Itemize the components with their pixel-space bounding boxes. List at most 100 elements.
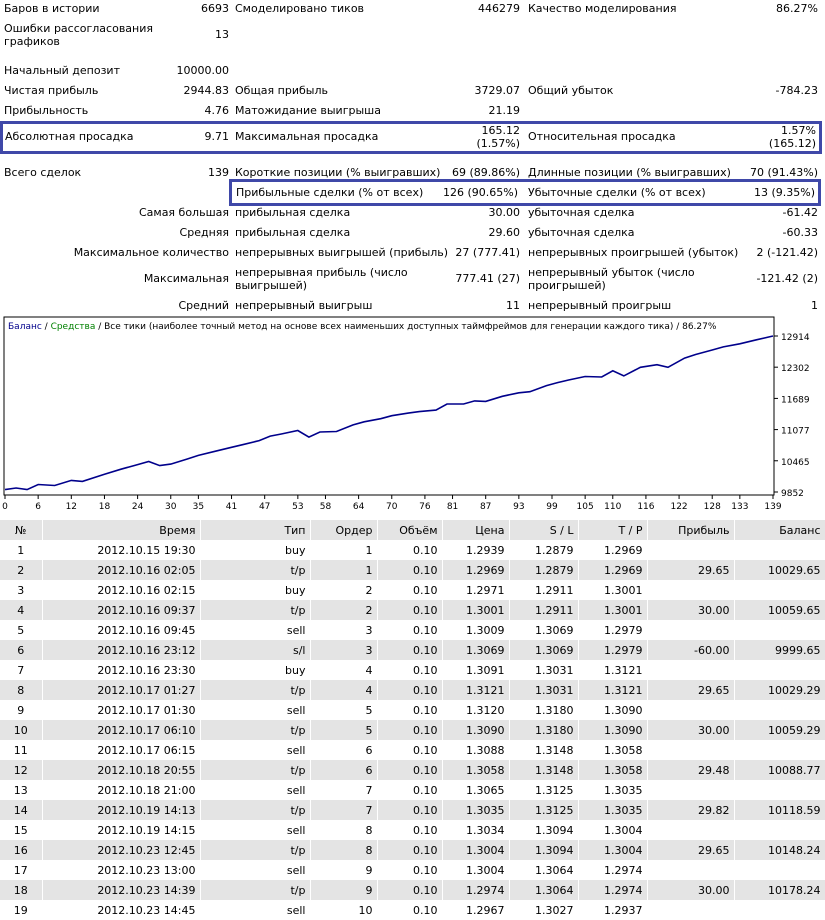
table-cell: 1.3091 (442, 660, 510, 680)
table-cell (734, 900, 825, 920)
table-cell: 10148.24 (734, 840, 825, 860)
table-cell: 30.00 (647, 880, 735, 900)
table-row[interactable]: 16 2012.10.23 12:45 t/p 8 0.10 1.3004 1.3094 1.… (0, 840, 825, 860)
balance-series-line (4, 335, 774, 491)
column-header[interactable]: T / P (578, 520, 648, 540)
average-label: Средняя (179, 226, 229, 239)
table-cell: 1.3180 (509, 700, 579, 720)
table-cell: 2012.10.16 02:05 (42, 560, 201, 580)
table-row[interactable]: 19 2012.10.23 14:45 sell 10 0.10 1.2967 1.3027… (0, 900, 825, 920)
y-tick-label: 9852 (781, 489, 804, 499)
column-header[interactable]: Тип (200, 520, 311, 540)
table-cell (734, 780, 825, 800)
table-row[interactable]: 1 2012.10.15 19:30 buy 1 0.10 1.2939 1.2879 1.2… (0, 540, 825, 560)
maximal-label: Максимальная (143, 272, 229, 285)
table-row[interactable]: 17 2012.10.23 13:00 sell 9 0.10 1.3004 1.3064 1… (0, 860, 825, 880)
table-cell: 1.3035 (578, 800, 648, 820)
table-row[interactable]: 5 2012.10.16 09:45 sell 3 0.10 1.3009 1.3069 1.… (0, 620, 825, 640)
table-cell: 1.3035 (578, 780, 648, 800)
table-cell: 8 (0, 680, 43, 700)
table-row[interactable]: 10 2012.10.17 06:10 t/p 5 0.10 1.3090 1.3180 1.… (0, 720, 825, 740)
table-row[interactable]: 6 2012.10.16 23:12 s/l 3 0.10 1.3069 1.3069 1.2… (0, 640, 825, 660)
table-cell: 1.2937 (578, 900, 648, 920)
column-header[interactable]: Прибыль (647, 520, 735, 540)
table-cell: 6 (310, 760, 378, 780)
table-cell: 0.10 (377, 760, 443, 780)
table-cell: buy (200, 660, 311, 680)
abs-drawdown-value: 9.71 (204, 130, 230, 143)
table-row[interactable]: 13 2012.10.18 21:00 sell 7 0.10 1.3065 1.3125 1… (0, 780, 825, 800)
column-header[interactable]: S / L (509, 520, 579, 540)
chart-legend: Баланс / Средства / Все тики (наиболее т… (8, 322, 717, 332)
x-tick-label: 47 (259, 502, 270, 512)
ticks-value: 446279 (478, 2, 520, 15)
largest-loss-label: убыточная сделка (528, 206, 635, 219)
table-cell: 0.10 (377, 620, 443, 640)
table-cell: 1.2969 (442, 560, 510, 580)
table-cell: 1.3125 (509, 800, 579, 820)
table-cell: 4 (0, 600, 43, 620)
max-count-profit-value: 27 (777.41) (455, 246, 520, 259)
table-cell: buy (200, 540, 311, 560)
avg-consec-label: Средний (178, 299, 229, 312)
table-cell: 1.3001 (578, 600, 648, 620)
table-cell: 10029.65 (734, 560, 825, 580)
legend-rest: / Все тики (наиболее точный метод на осн… (95, 322, 717, 332)
x-tick-label: 53 (292, 502, 303, 512)
x-tick-label: 12 (66, 502, 77, 512)
table-cell: 1.3004 (442, 860, 510, 880)
table-cell: 1.3064 (509, 860, 579, 880)
table-row[interactable]: 4 2012.10.16 09:37 t/p 2 0.10 1.3001 1.2911 1.3… (0, 600, 825, 620)
table-row[interactable]: 8 2012.10.17 01:27 t/p 4 0.10 1.3121 1.3031 1.3… (0, 680, 825, 700)
column-header[interactable]: Цена (442, 520, 510, 540)
column-header[interactable]: Ордер (310, 520, 378, 540)
table-cell: buy (200, 580, 311, 600)
table-cell: 0.10 (377, 540, 443, 560)
table-row[interactable]: 7 2012.10.16 23:30 buy 4 0.10 1.3091 1.3031 1.3… (0, 660, 825, 680)
table-row[interactable]: 15 2012.10.19 14:15 sell 8 0.10 1.3034 1.3094 1… (0, 820, 825, 840)
table-cell: 0.10 (377, 720, 443, 740)
table-cell: 14 (0, 800, 43, 820)
x-tick-label: 18 (99, 502, 111, 512)
x-tick-label: 128 (704, 502, 721, 512)
table-cell: 15 (0, 820, 43, 840)
maximal-profit-value: 777.41 (27) (455, 272, 520, 285)
table-cell: 1 (310, 560, 378, 580)
table-row[interactable]: 14 2012.10.19 14:13 t/p 7 0.10 1.3035 1.3125 1.… (0, 800, 825, 820)
table-cell: 8 (310, 820, 378, 840)
loss-trades-value: 13 (9.35%) (753, 186, 815, 199)
table-row[interactable]: 9 2012.10.17 01:30 sell 5 0.10 1.3120 1.3180 1.… (0, 700, 825, 720)
table-cell: 8 (310, 840, 378, 860)
table-cell (647, 820, 735, 840)
drawdown-highlight (0, 121, 822, 154)
table-cell (647, 620, 735, 640)
table-row[interactable]: 11 2012.10.17 06:15 sell 6 0.10 1.3088 1.3148 1… (0, 740, 825, 760)
table-cell: 18 (0, 880, 43, 900)
table-row[interactable]: 2 2012.10.16 02:05 t/p 1 0.10 1.2969 1.2879 1.2… (0, 560, 825, 580)
max-drawdown-percent: (1.57%) (476, 137, 520, 150)
bars-label: Баров в истории (4, 2, 100, 15)
table-cell: 4 (310, 680, 378, 700)
total-trades-value: 139 (208, 166, 229, 179)
table-cell: 1 (310, 540, 378, 560)
column-header[interactable]: Баланс (734, 520, 825, 540)
quality-label: Качество моделирования (528, 2, 677, 15)
maximal-loss-value: -121.42 (2) (756, 272, 818, 285)
table-cell: 1.3180 (509, 720, 579, 740)
x-tick-label: 76 (419, 502, 431, 512)
column-header[interactable]: № (0, 520, 43, 540)
table-row[interactable]: 12 2012.10.18 20:55 t/p 6 0.10 1.3058 1.3148 1.… (0, 760, 825, 780)
table-cell: 1.3121 (578, 680, 648, 700)
column-header[interactable]: Время (42, 520, 201, 540)
table-cell: 1.3035 (442, 800, 510, 820)
gross-profit-label: Общая прибыль (235, 84, 328, 97)
table-row[interactable]: 18 2012.10.23 14:39 t/p 9 0.10 1.2974 1.3064 1.… (0, 880, 825, 900)
table-cell: 2012.10.16 09:45 (42, 620, 201, 640)
table-cell: 2012.10.17 06:15 (42, 740, 201, 760)
x-tick-label: 70 (386, 502, 398, 512)
table-row[interactable]: 3 2012.10.16 02:15 buy 2 0.10 1.2971 1.2911 1.3… (0, 580, 825, 600)
table-cell: 1.3034 (442, 820, 510, 840)
x-tick-label: 58 (320, 502, 332, 512)
column-header[interactable]: Объём (377, 520, 443, 540)
